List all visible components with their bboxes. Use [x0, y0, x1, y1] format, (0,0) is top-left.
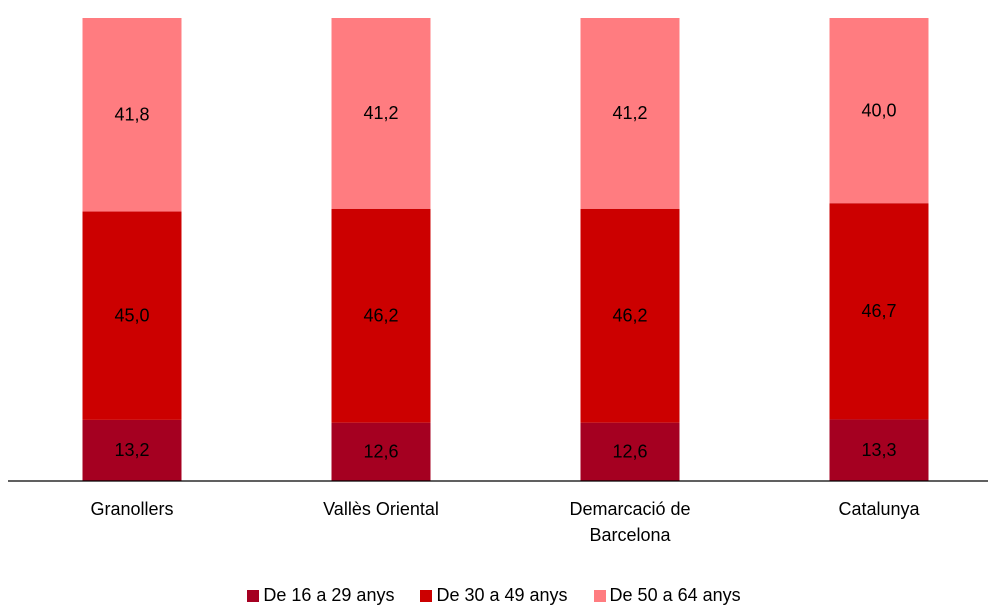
value-label: 40,0: [861, 100, 896, 120]
bar-segment: [580, 18, 680, 209]
bar-segment: [829, 419, 929, 481]
legend-swatch: [593, 589, 606, 602]
x-tick-label: Vallès Oriental: [323, 499, 439, 519]
legend-label: De 30 a 49 anys: [436, 585, 568, 605]
value-label: 12,6: [363, 442, 398, 462]
bar-segment: [331, 208, 431, 423]
value-label: 13,2: [114, 440, 149, 460]
bar-segment: [580, 208, 680, 423]
bar-segment: [829, 18, 929, 204]
value-label: 46,2: [612, 305, 647, 325]
value-label: 12,6: [612, 442, 647, 462]
value-label: 41,2: [363, 103, 398, 123]
bar-segment: [82, 211, 182, 420]
x-tick-label: Granollers: [90, 499, 174, 519]
value-label: 13,3: [861, 440, 896, 460]
bar-segment: [82, 18, 182, 212]
x-tick-label: Demarcació de Barcelona: [569, 499, 691, 545]
legend-item: De 50 a 64 anys: [593, 585, 741, 606]
value-label: 45,0: [114, 305, 149, 325]
legend-item: De 16 a 29 anys: [247, 585, 394, 606]
x-tick-label: Catalunya: [838, 499, 920, 519]
bar-segment: [331, 18, 431, 209]
legend-item: De 30 a 49 anys: [420, 585, 568, 606]
legend-swatch: [420, 589, 433, 602]
value-label: 41,2: [612, 103, 647, 123]
bar-segment: [82, 419, 182, 481]
legend-swatch: [247, 589, 260, 602]
value-label: 46,7: [861, 301, 896, 321]
legend: De 16 a 29 anys De 30 a 49 anys De 50 a 64…: [0, 585, 988, 606]
value-label: 41,8: [114, 105, 149, 125]
legend-label: De 50 a 64 anys: [609, 585, 741, 605]
bar-segment: [580, 422, 680, 481]
value-label: 46,2: [363, 305, 398, 325]
bar-segment: [331, 422, 431, 481]
bar-segment: [829, 203, 929, 420]
legend-label: De 16 a 29 anys: [263, 585, 395, 605]
